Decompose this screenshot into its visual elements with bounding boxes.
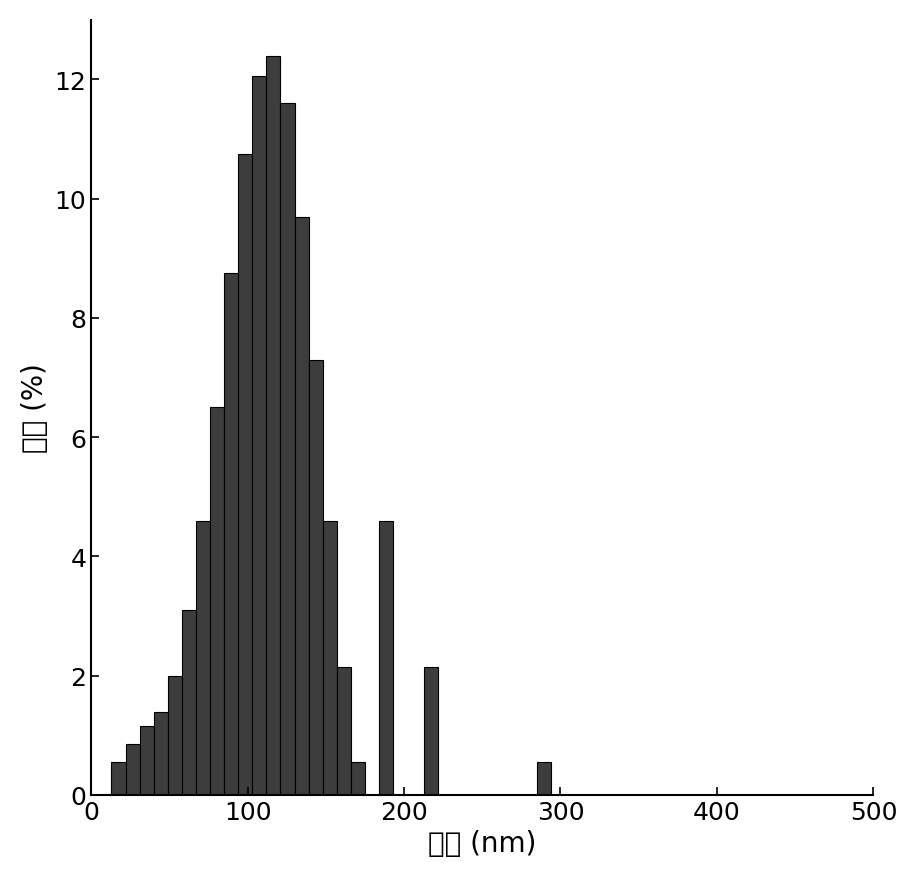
Bar [196, 521, 210, 795]
Bar [424, 666, 439, 795]
Bar [308, 360, 323, 795]
Bar [252, 77, 266, 795]
Bar [238, 155, 252, 795]
Bar [111, 762, 126, 795]
Bar [126, 745, 140, 795]
X-axis label: 粒径 (nm): 粒径 (nm) [428, 829, 536, 857]
Bar [224, 274, 238, 795]
Bar [337, 666, 351, 795]
Bar [323, 521, 337, 795]
Bar [537, 762, 551, 795]
Y-axis label: 强度 (%): 强度 (%) [21, 363, 49, 453]
Bar [168, 676, 182, 795]
Bar [153, 713, 168, 795]
Bar [351, 762, 365, 795]
Bar [140, 726, 153, 795]
Bar [295, 217, 308, 795]
Bar [280, 104, 295, 795]
Bar [379, 521, 393, 795]
Bar [210, 407, 224, 795]
Bar [266, 56, 280, 795]
Bar [182, 610, 196, 795]
